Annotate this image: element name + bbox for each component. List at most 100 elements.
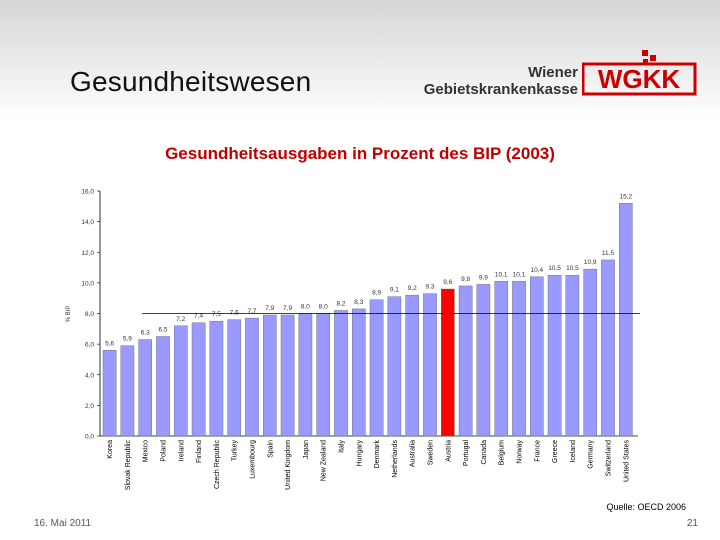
category-label: Austria [445,440,452,462]
page-title: Gesundheitswesen [70,66,312,97]
category-label: France [534,440,541,462]
bar-finland [191,322,206,437]
source-note: Quelle: OECD 2006 [606,502,686,512]
value-label: 8,9 [372,290,381,297]
value-label: 8,3 [354,299,363,306]
category-label: Germany [588,440,595,469]
category-label: Iceland [570,440,577,463]
header-band [0,0,720,120]
bar-italy [334,310,348,437]
bar-czech-republic [209,320,224,437]
bar-slovak-republic [120,345,135,437]
bar-united-states [619,203,633,437]
category-label: Hungary [356,440,363,467]
bar-turkey [227,319,242,437]
category-label: Portugal [463,440,470,467]
category-label: Greece [552,440,559,463]
y-tick-label: 4,0 [85,372,94,379]
bar-new-zealand [316,313,331,437]
bar-canada [476,284,491,437]
category-label: Switzerland [606,440,613,476]
bar-united-kingdom [280,314,295,437]
bars [102,203,633,437]
value-label: 8,2 [336,300,345,307]
category-label: Denmark [374,440,381,469]
value-label: 7,2 [176,316,185,323]
value-label: 9,1 [390,287,399,294]
value-label: 7,5 [212,311,221,318]
bar-japan [298,313,313,437]
bar-greece [547,275,562,437]
y-tick-label: 6,0 [85,342,94,349]
value-label: 8,0 [301,304,310,311]
logo-lettering: WGKK [598,64,681,94]
org-name-line2: Gebietskrankenkasse [423,81,578,98]
value-label: 5,6 [105,340,114,347]
category-label: Italy [339,440,346,453]
category-label: Canada [481,440,488,465]
category-label: Japan [303,440,310,459]
y-axis-label: % BIP [66,306,72,323]
category-label: Spain [267,440,274,458]
category-label: United States [623,440,630,483]
category-label: Ireland [178,440,185,462]
category-label: Belgium [499,440,506,465]
value-label: 9,2 [408,285,417,292]
category-label: Mexico [143,440,150,462]
value-label: 10,1 [513,271,526,278]
value-label: 7,4 [194,313,203,320]
page-number: 21 [686,518,698,529]
value-label: 9,3 [425,284,434,291]
bar-sweden [423,293,437,437]
y-tick-label: 10,0 [81,280,94,287]
bar-germany [583,268,597,437]
category-label: Finland [196,440,203,463]
value-label: 10,5 [566,265,579,272]
bar-france [530,276,544,437]
value-label: 6,3 [141,330,150,337]
bar-mexico [138,339,153,437]
bar-poland [156,336,170,437]
y-tick-label: 12,0 [81,250,94,257]
value-label: 10,5 [548,265,561,272]
category-label: Slovak Republic [125,440,132,491]
value-labels: 5,65,96,3 6,57,2 7,4 7,5 7,6 7,7 7,9 7,9 8,0 8,0 8… [105,193,632,347]
category-label: Australia [410,440,417,467]
bar-belgium [494,281,509,437]
category-label: Luxembourg [250,440,257,479]
bar-luxembourg [245,317,259,437]
value-label: 9,8 [461,276,470,283]
bar-spain [263,314,277,437]
value-label: 10,9 [584,259,597,266]
bar-denmark [369,299,384,437]
category-label: Turkey [232,440,239,462]
category-label: United Kingdom [285,440,292,490]
y-ticks: 0,0 2,0 4,0 6,0 8,0 10,0 12,0 14,0 16,0 [81,189,100,441]
value-label: 15,2 [619,193,632,200]
bar-ireland [173,325,188,437]
value-label: 6,5 [158,326,167,333]
y-tick-label: 0,0 [85,434,94,441]
value-label: 11,5 [602,250,615,257]
y-tick-label: 16,0 [81,189,94,196]
bar-austria [441,288,455,437]
value-label: 10,4 [530,267,543,274]
bar-netherlands [387,296,402,437]
value-label: 7,7 [247,308,256,315]
value-label: 9,9 [479,274,488,281]
category-label: Korea [107,440,114,459]
y-tick-label: 2,0 [85,403,94,410]
bar-hungary [352,308,366,437]
category-labels: Korea Slovak Republic Mexico Poland Ireland F… [107,440,630,491]
value-label: 8,0 [319,304,328,311]
category-label: Czech Republic [214,440,221,490]
wgkk-logo: WGKK [581,46,698,103]
value-label: 7,9 [265,305,274,312]
bar-korea [102,350,117,437]
org-name-line1: Wiener [528,64,578,81]
bar-norway [512,281,526,437]
category-label: Netherlands [392,440,399,478]
bar-australia [405,294,420,437]
bar-portugal [458,285,473,437]
